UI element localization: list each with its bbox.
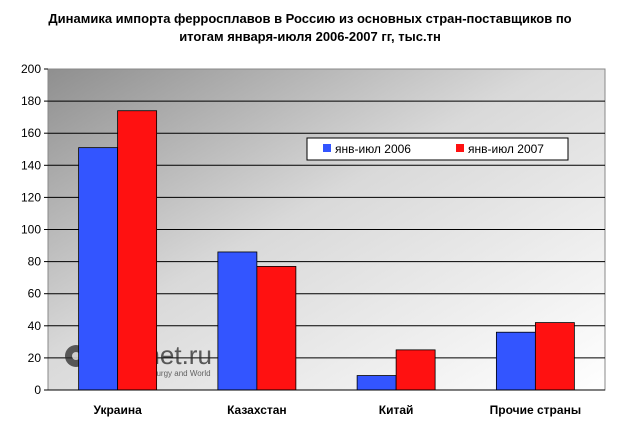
bar-2007-0 (117, 110, 158, 391)
x-category-label: Прочие страны (490, 403, 581, 417)
y-tick-label: 160 (21, 126, 41, 140)
y-tick-label: 0 (34, 383, 41, 397)
legend-label-2006: янв-июл 2006 (335, 142, 411, 156)
bar-2006-3 (495, 331, 536, 391)
y-tick-label: 140 (21, 158, 41, 172)
y-tick-label: 120 (21, 190, 41, 204)
bar-2006-1 (217, 251, 258, 391)
legend: янв-июл 2006 янв-июл 2007 (306, 137, 569, 161)
x-category-label: Китай (379, 403, 414, 417)
y-tick-label: 100 (21, 223, 41, 237)
bar-2007-3 (534, 322, 575, 391)
y-tick-label: 60 (28, 287, 42, 301)
legend-label-2007: янв-июл 2007 (468, 142, 544, 156)
y-tick-label: 40 (28, 319, 42, 333)
y-tick-label: 180 (21, 94, 41, 108)
bars (48, 110, 605, 391)
bar-2007-2 (395, 349, 436, 391)
legend-box (306, 137, 569, 161)
x-category-label: Украина (93, 403, 142, 417)
legend-swatch-2007 (456, 144, 464, 152)
bar-2006-0 (78, 147, 119, 391)
y-tick-label: 80 (28, 255, 42, 269)
y-tick-label: 200 (21, 62, 41, 76)
watermark-tagline: Russian Metallurgy and World (104, 369, 211, 378)
bar-2006-2 (356, 375, 397, 391)
x-category-label: Казахстан (227, 403, 287, 417)
chart-title: Динамика импорта ферросплавов в Россию и… (48, 11, 572, 44)
legend-swatch-2006 (323, 144, 331, 152)
bar-2007-1 (256, 266, 297, 391)
y-tick-label: 20 (28, 351, 42, 365)
y-axis: 0 20 40 60 80 100 120 140 160 180 200 (21, 62, 48, 397)
x-axis: Украина Казахстан Китай Прочие страны (93, 403, 581, 417)
